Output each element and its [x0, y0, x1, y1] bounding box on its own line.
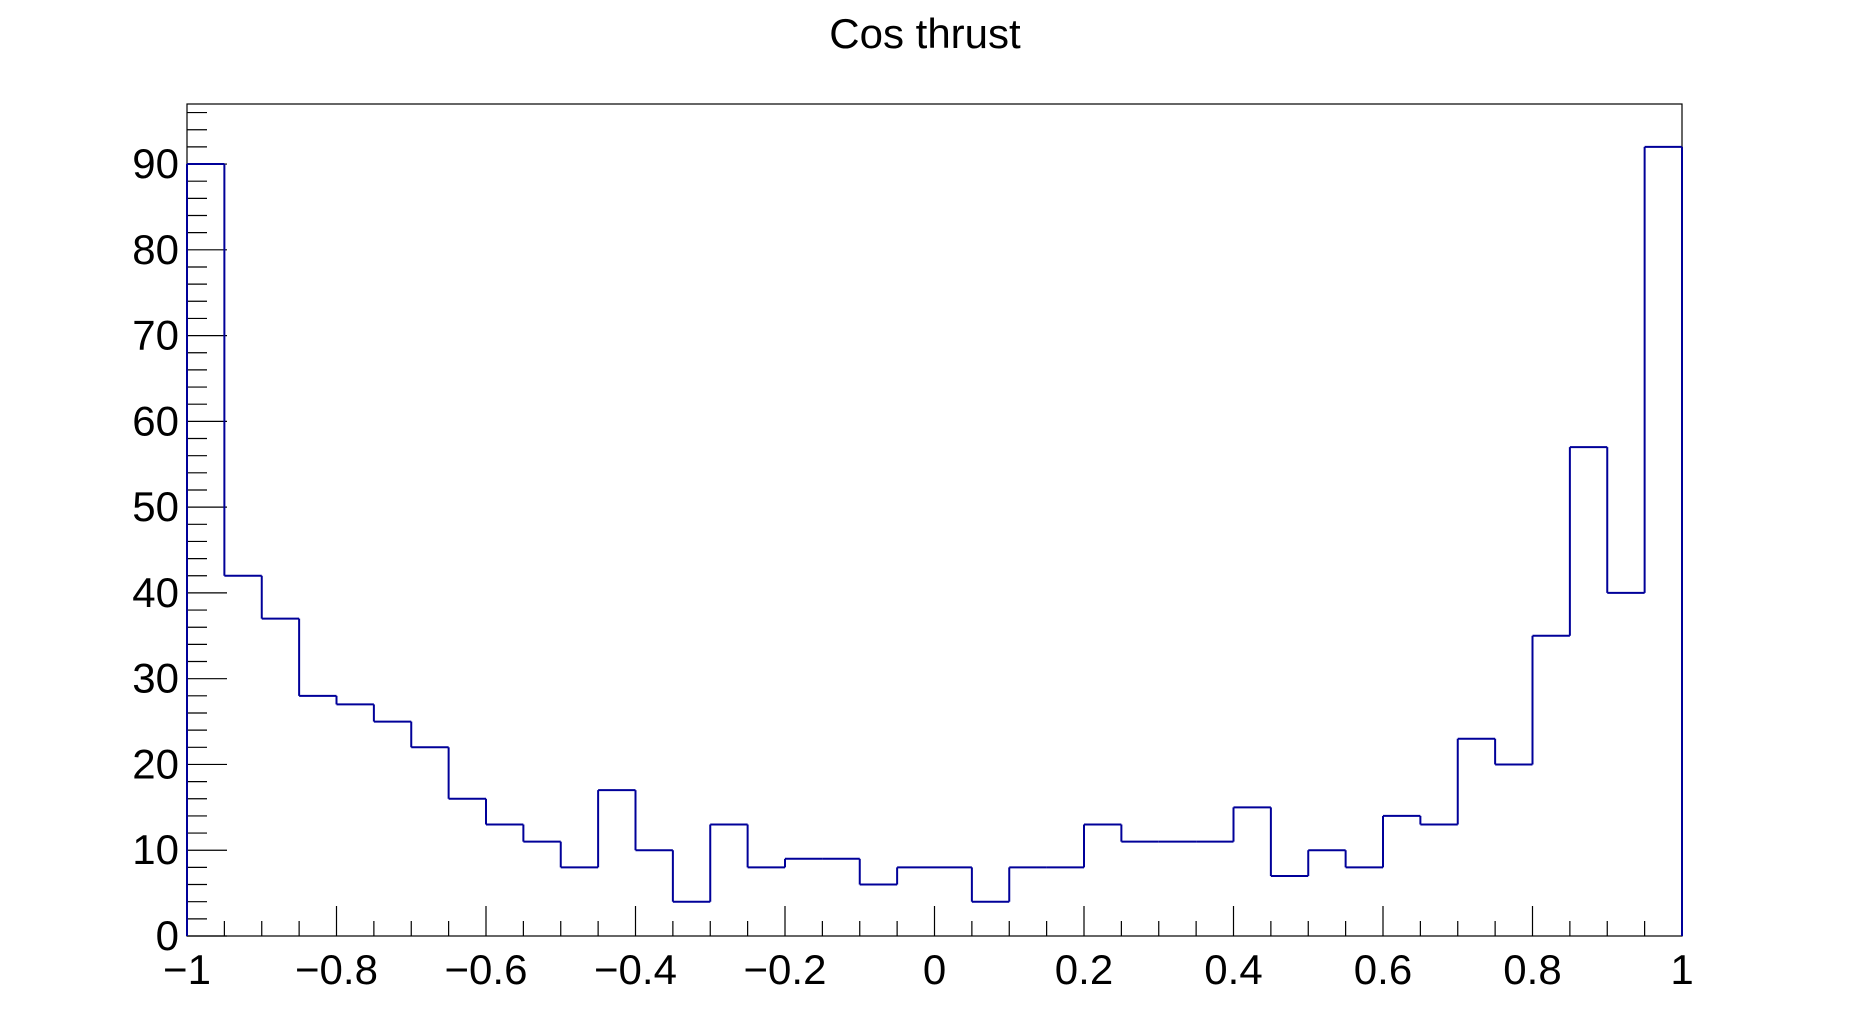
x-tick-label: 0.4 — [1204, 946, 1262, 993]
y-tick-label: 20 — [132, 740, 179, 787]
y-tick-label: 60 — [132, 397, 179, 444]
y-tick-label: 50 — [132, 483, 179, 530]
x-tick-label: 0.6 — [1354, 946, 1412, 993]
x-tick-label: 0.8 — [1503, 946, 1561, 993]
y-tick-label: 40 — [132, 569, 179, 616]
x-tick-label: −0.4 — [594, 946, 677, 993]
x-tick-label: −1 — [163, 946, 211, 993]
x-tick-label: −0.2 — [744, 946, 827, 993]
x-tick-label: −0.8 — [295, 946, 378, 993]
y-tick-label: 80 — [132, 226, 179, 273]
x-tick-label: 1 — [1670, 946, 1693, 993]
y-tick-label: 30 — [132, 655, 179, 702]
chart-title: Cos thrust — [829, 10, 1021, 57]
y-tick-label: 90 — [132, 140, 179, 187]
x-tick-label: −0.6 — [445, 946, 528, 993]
x-tick-label: 0.2 — [1055, 946, 1113, 993]
y-tick-label: 0 — [156, 912, 179, 959]
x-tick-label: 0 — [923, 946, 946, 993]
y-tick-label: 10 — [132, 826, 179, 873]
y-tick-label: 70 — [132, 312, 179, 359]
